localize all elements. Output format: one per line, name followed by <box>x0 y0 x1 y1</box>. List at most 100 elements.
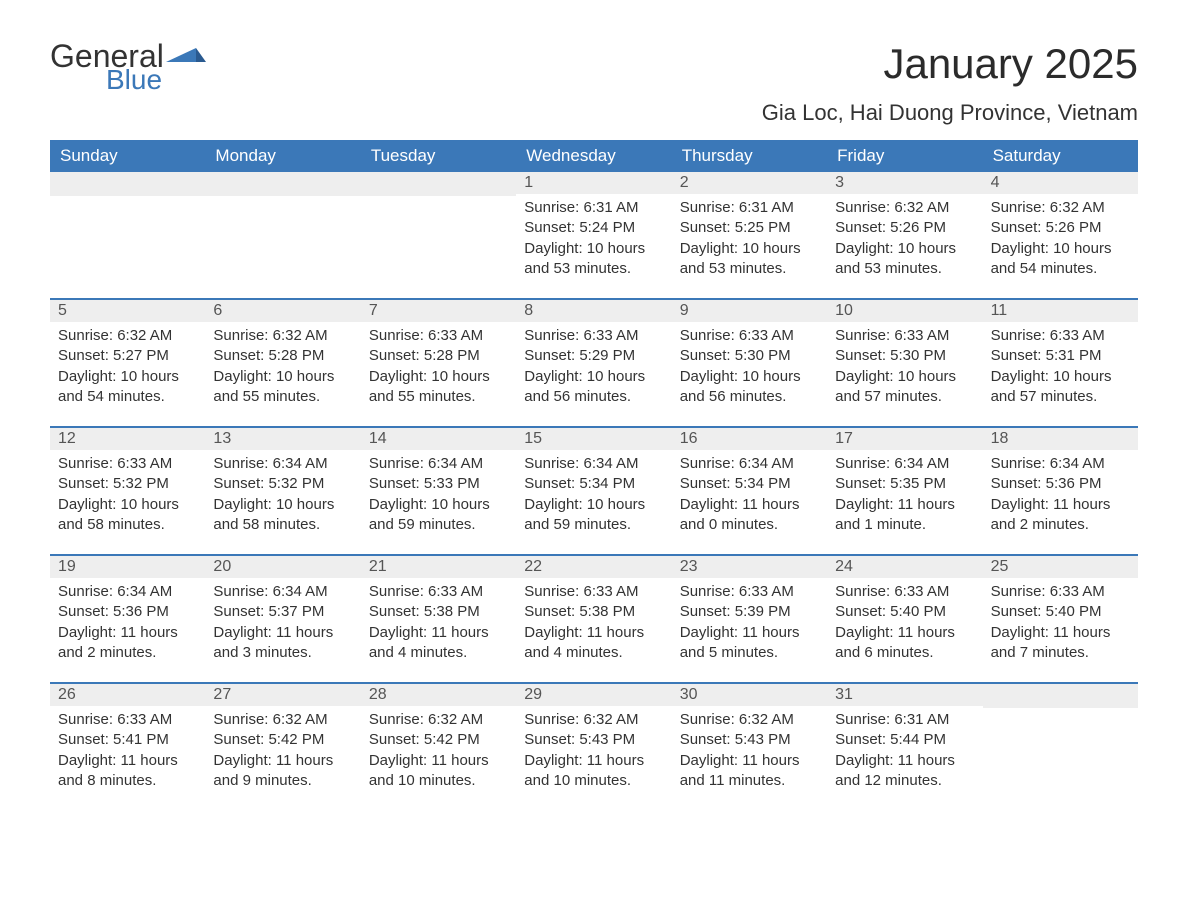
sunset-text: Sunset: 5:35 PM <box>835 474 974 494</box>
sunrise-text: Sunrise: 6:32 AM <box>835 198 974 218</box>
daylight-text2: and 58 minutes. <box>213 515 352 535</box>
sunset-text: Sunset: 5:33 PM <box>369 474 508 494</box>
day-number: 22 <box>516 556 671 578</box>
day-number <box>205 172 360 196</box>
day-details: Sunrise: 6:33 AMSunset: 5:30 PMDaylight:… <box>827 322 982 415</box>
sunrise-text: Sunrise: 6:33 AM <box>680 326 819 346</box>
daylight-text2: and 57 minutes. <box>991 387 1130 407</box>
daylight-text2: and 2 minutes. <box>58 643 197 663</box>
day-number: 27 <box>205 684 360 706</box>
sunset-text: Sunset: 5:43 PM <box>680 730 819 750</box>
sunrise-text: Sunrise: 6:33 AM <box>58 454 197 474</box>
day-number: 30 <box>672 684 827 706</box>
day-details: Sunrise: 6:33 AMSunset: 5:40 PMDaylight:… <box>827 578 982 671</box>
daylight-text2: and 3 minutes. <box>213 643 352 663</box>
calendar-cell <box>50 172 205 298</box>
sunset-text: Sunset: 5:25 PM <box>680 218 819 238</box>
day-number: 18 <box>983 428 1138 450</box>
dayheader-tue: Tuesday <box>361 140 516 172</box>
day-number: 11 <box>983 300 1138 322</box>
day-details: Sunrise: 6:34 AMSunset: 5:33 PMDaylight:… <box>361 450 516 543</box>
daylight-text2: and 10 minutes. <box>524 771 663 791</box>
daylight-text: Daylight: 11 hours <box>369 623 508 643</box>
calendar-header: Sunday Monday Tuesday Wednesday Thursday… <box>50 140 1138 172</box>
day-details: Sunrise: 6:32 AMSunset: 5:27 PMDaylight:… <box>50 322 205 415</box>
sunrise-text: Sunrise: 6:33 AM <box>680 582 819 602</box>
calendar-cell: 25Sunrise: 6:33 AMSunset: 5:40 PMDayligh… <box>983 556 1138 682</box>
day-number: 24 <box>827 556 982 578</box>
calendar-cell: 8Sunrise: 6:33 AMSunset: 5:29 PMDaylight… <box>516 300 671 426</box>
daylight-text: Daylight: 10 hours <box>369 367 508 387</box>
calendar-cell: 10Sunrise: 6:33 AMSunset: 5:30 PMDayligh… <box>827 300 982 426</box>
daylight-text: Daylight: 11 hours <box>524 623 663 643</box>
daylight-text2: and 53 minutes. <box>680 259 819 279</box>
calendar-cell: 11Sunrise: 6:33 AMSunset: 5:31 PMDayligh… <box>983 300 1138 426</box>
day-details: Sunrise: 6:32 AMSunset: 5:43 PMDaylight:… <box>516 706 671 799</box>
daylight-text: Daylight: 10 hours <box>680 239 819 259</box>
sunrise-text: Sunrise: 6:31 AM <box>835 710 974 730</box>
daylight-text: Daylight: 10 hours <box>680 367 819 387</box>
day-number: 23 <box>672 556 827 578</box>
daylight-text2: and 54 minutes. <box>58 387 197 407</box>
sunrise-text: Sunrise: 6:33 AM <box>58 710 197 730</box>
calendar-cell: 27Sunrise: 6:32 AMSunset: 5:42 PMDayligh… <box>205 684 360 810</box>
logo-text: General Blue <box>50 40 164 94</box>
day-number: 2 <box>672 172 827 194</box>
day-details: Sunrise: 6:33 AMSunset: 5:38 PMDaylight:… <box>516 578 671 671</box>
sunrise-text: Sunrise: 6:34 AM <box>991 454 1130 474</box>
day-details: Sunrise: 6:32 AMSunset: 5:42 PMDaylight:… <box>205 706 360 799</box>
sunrise-text: Sunrise: 6:33 AM <box>369 582 508 602</box>
daylight-text2: and 56 minutes. <box>524 387 663 407</box>
sunset-text: Sunset: 5:34 PM <box>524 474 663 494</box>
day-number: 3 <box>827 172 982 194</box>
daylight-text2: and 54 minutes. <box>991 259 1130 279</box>
daylight-text2: and 8 minutes. <box>58 771 197 791</box>
sunset-text: Sunset: 5:38 PM <box>524 602 663 622</box>
sunset-text: Sunset: 5:26 PM <box>991 218 1130 238</box>
logo-word2: Blue <box>106 66 164 94</box>
sunrise-text: Sunrise: 6:33 AM <box>835 582 974 602</box>
day-details: Sunrise: 6:32 AMSunset: 5:28 PMDaylight:… <box>205 322 360 415</box>
calendar-cell <box>983 684 1138 810</box>
day-number: 25 <box>983 556 1138 578</box>
calendar-cell: 29Sunrise: 6:32 AMSunset: 5:43 PMDayligh… <box>516 684 671 810</box>
daylight-text2: and 59 minutes. <box>369 515 508 535</box>
day-details: Sunrise: 6:33 AMSunset: 5:28 PMDaylight:… <box>361 322 516 415</box>
sunset-text: Sunset: 5:28 PM <box>213 346 352 366</box>
daylight-text: Daylight: 11 hours <box>58 751 197 771</box>
calendar-cell: 24Sunrise: 6:33 AMSunset: 5:40 PMDayligh… <box>827 556 982 682</box>
day-details: Sunrise: 6:32 AMSunset: 5:26 PMDaylight:… <box>983 194 1138 287</box>
sunrise-text: Sunrise: 6:34 AM <box>369 454 508 474</box>
daylight-text2: and 57 minutes. <box>835 387 974 407</box>
daylight-text2: and 55 minutes. <box>369 387 508 407</box>
sunset-text: Sunset: 5:30 PM <box>680 346 819 366</box>
day-number: 4 <box>983 172 1138 194</box>
day-details: Sunrise: 6:34 AMSunset: 5:36 PMDaylight:… <box>983 450 1138 543</box>
day-number: 19 <box>50 556 205 578</box>
daylight-text: Daylight: 10 hours <box>524 239 663 259</box>
daylight-text2: and 4 minutes. <box>524 643 663 663</box>
sunrise-text: Sunrise: 6:34 AM <box>213 582 352 602</box>
daylight-text2: and 9 minutes. <box>213 771 352 791</box>
daylight-text: Daylight: 11 hours <box>680 495 819 515</box>
calendar-cell: 17Sunrise: 6:34 AMSunset: 5:35 PMDayligh… <box>827 428 982 554</box>
daylight-text: Daylight: 11 hours <box>680 751 819 771</box>
calendar-cell: 13Sunrise: 6:34 AMSunset: 5:32 PMDayligh… <box>205 428 360 554</box>
daylight-text: Daylight: 11 hours <box>835 623 974 643</box>
daylight-text: Daylight: 11 hours <box>991 495 1130 515</box>
day-details: Sunrise: 6:33 AMSunset: 5:32 PMDaylight:… <box>50 450 205 543</box>
day-details: Sunrise: 6:34 AMSunset: 5:34 PMDaylight:… <box>516 450 671 543</box>
daylight-text: Daylight: 10 hours <box>991 367 1130 387</box>
day-number: 16 <box>672 428 827 450</box>
daylight-text: Daylight: 11 hours <box>369 751 508 771</box>
sunrise-text: Sunrise: 6:34 AM <box>680 454 819 474</box>
dayheader-fri: Friday <box>827 140 982 172</box>
sunset-text: Sunset: 5:42 PM <box>213 730 352 750</box>
sunset-text: Sunset: 5:26 PM <box>835 218 974 238</box>
sunrise-text: Sunrise: 6:33 AM <box>991 582 1130 602</box>
sunrise-text: Sunrise: 6:32 AM <box>213 710 352 730</box>
daylight-text: Daylight: 11 hours <box>680 623 819 643</box>
day-number: 28 <box>361 684 516 706</box>
daylight-text: Daylight: 11 hours <box>213 623 352 643</box>
sunset-text: Sunset: 5:44 PM <box>835 730 974 750</box>
